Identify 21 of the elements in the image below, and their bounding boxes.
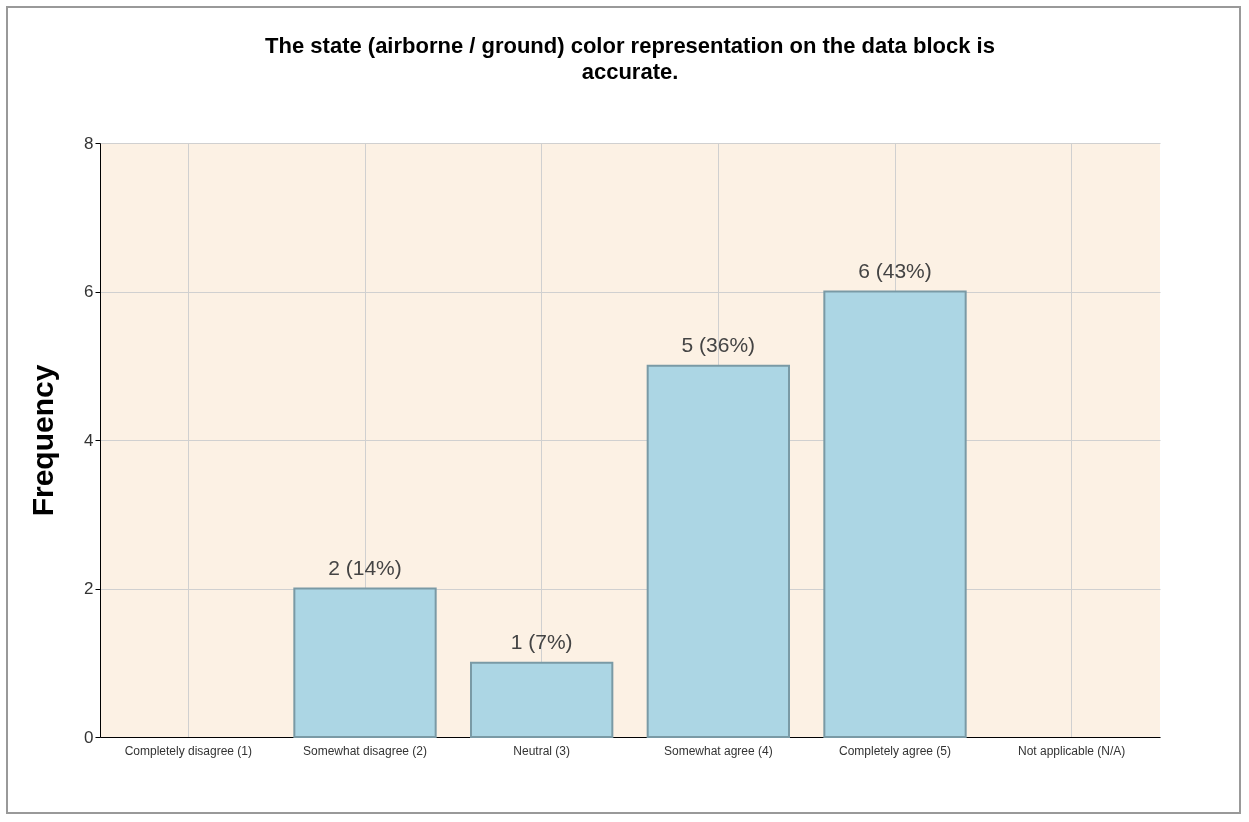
y-tick-label: 4 [84, 430, 94, 450]
x-tick-label: Not applicable (N/A) [1017, 743, 1126, 758]
x-tick-label: Somewhat agree (4) [663, 743, 773, 758]
data-label: 2 (14%) [328, 555, 402, 579]
bar [823, 290, 967, 738]
y-tick-label: 6 [84, 282, 94, 301]
bar [646, 364, 790, 738]
chart-title: The state (airborne / ground) color representation on the data block is accurate. [265, 33, 995, 84]
x-tick-label: Completely agree (5) [838, 743, 952, 758]
y-axis-title: Frequency [26, 364, 60, 517]
bar [470, 661, 614, 738]
data-label: 5 (36%) [681, 332, 756, 356]
data-label: 1 (7%) [510, 629, 573, 653]
data-label: 6 (43%) [858, 258, 932, 282]
x-tick-label: Somewhat disagree (2) [302, 743, 428, 758]
y-tick-label: 8 [84, 133, 94, 153]
x-tick-label: Completely disagree (1) [124, 743, 253, 758]
y-tick-label: 0 [84, 727, 94, 747]
y-tick-label: 2 [84, 579, 94, 598]
x-tick-label: Neutral (3) [513, 743, 571, 758]
bar [293, 587, 437, 738]
